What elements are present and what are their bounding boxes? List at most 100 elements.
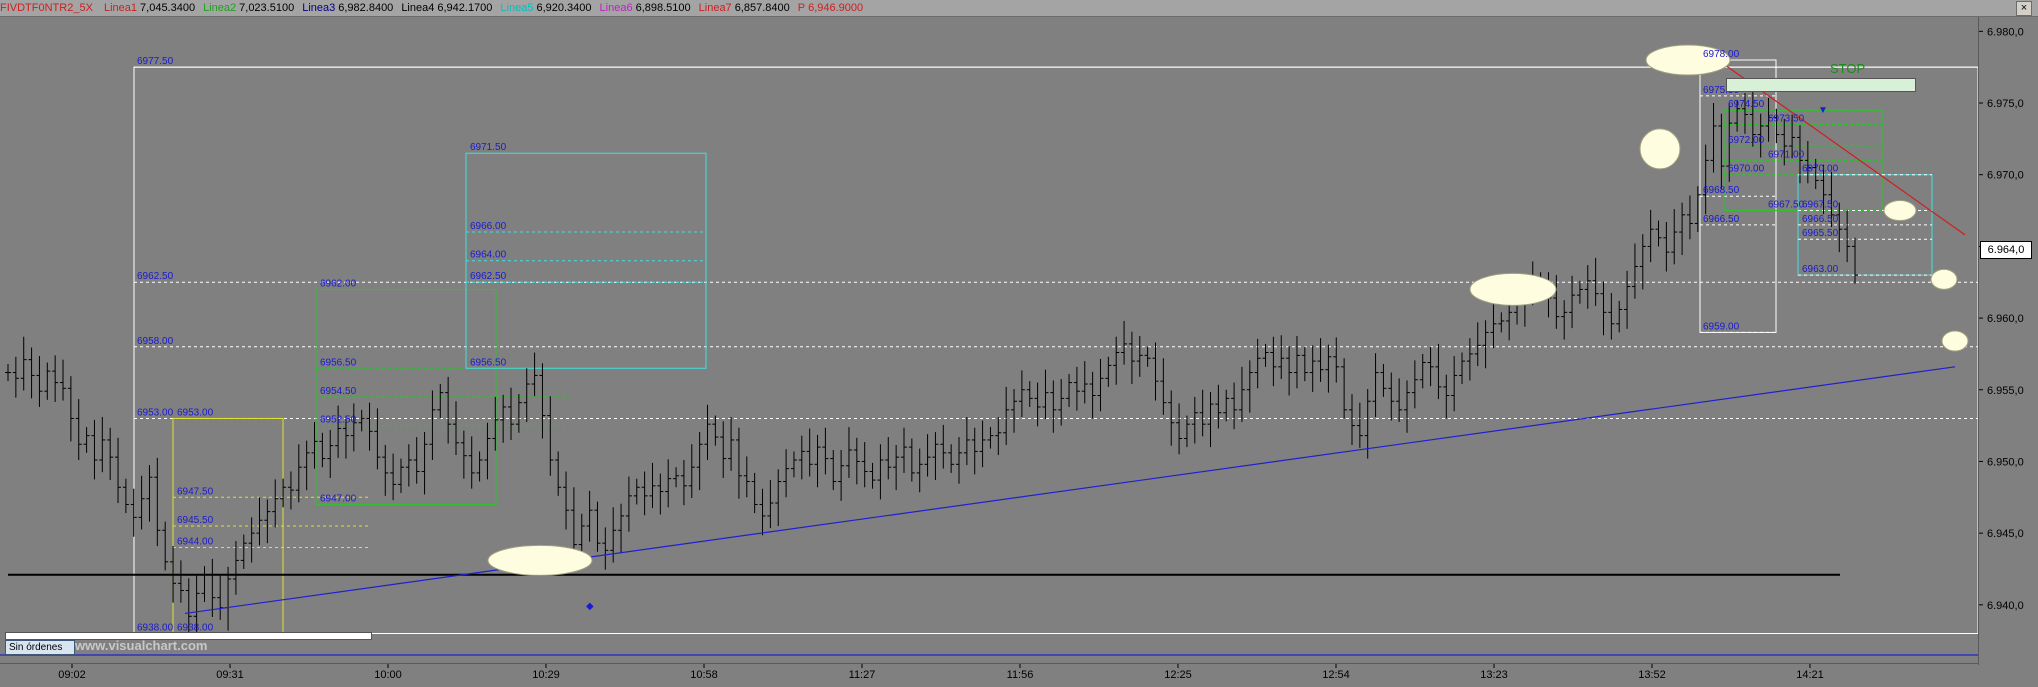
ohlc-bar	[1647, 209, 1654, 263]
ohlc-bar	[720, 421, 727, 478]
ohlc-bar	[256, 497, 263, 546]
price-tick-label: 6.955,0	[1987, 385, 2024, 397]
ohlc-bar	[1404, 380, 1411, 433]
ohlc-bar	[1183, 415, 1190, 448]
ohlc-bar	[893, 444, 900, 491]
ohlc-bar	[327, 429, 334, 478]
ohlc-bar	[1317, 338, 1324, 382]
ohlc-bar	[1058, 379, 1065, 426]
ohlc-bar	[429, 390, 436, 461]
ohlc-bar	[1176, 403, 1183, 455]
ohlc-bar	[539, 363, 546, 439]
highlight-ellipse	[1469, 272, 1557, 306]
time-axis[interactable]: 09:02 09:31 10:00 10:29 10:58 11:27 11:56 12:25…	[0, 663, 1978, 682]
ohlc-bar	[1663, 222, 1670, 272]
green-level-label: 6952.50	[320, 415, 357, 426]
ohlc-bar	[696, 432, 703, 491]
price-chart[interactable]: ◆▼ 6977.506962.506958.006953.006938.0069…	[0, 0, 1978, 663]
price-tick-label: 6.940,0	[1987, 600, 2024, 612]
ohlc-bar	[1789, 114, 1796, 159]
ohlc-bar	[122, 478, 129, 514]
ohlc-bar	[814, 434, 821, 488]
chart-scrollbar[interactable]	[5, 632, 372, 640]
right-cyan-label: 6967.50	[1802, 200, 1839, 211]
ohlc-bar	[508, 387, 515, 440]
ohlc-bar	[1498, 312, 1505, 333]
ohlc-bar	[1844, 209, 1851, 263]
ohlc-bar	[963, 417, 970, 466]
reference-level-label: 6938.00	[137, 622, 174, 633]
ohlc-bar	[476, 451, 483, 482]
ohlc-bar	[924, 434, 931, 477]
ohlc-bar	[91, 419, 98, 480]
ohlc-bar	[1482, 320, 1489, 369]
ohlc-bar	[1765, 98, 1772, 142]
cyan-level-label: 6971.50	[470, 142, 507, 153]
time-tick-label: 11:27	[849, 669, 876, 681]
ohlc-bar	[869, 462, 876, 489]
ohlc-bar	[1262, 343, 1269, 367]
right-green-label: 6967.50	[1768, 200, 1805, 211]
ohlc-bar	[751, 472, 758, 514]
ohlc-bar	[688, 444, 695, 499]
ohlc-bar	[1034, 382, 1041, 427]
ohlc-bar	[900, 427, 907, 473]
ohlc-bar	[12, 356, 19, 398]
ohlc-bar	[932, 432, 939, 481]
ohlc-bar	[1702, 144, 1709, 215]
ohlc-bar	[1003, 386, 1010, 445]
ohlc-bar	[468, 436, 475, 489]
ohlc-bar	[1144, 346, 1151, 367]
right-green-label: 6970.00	[1728, 164, 1765, 175]
close-icon[interactable]: ×	[2016, 1, 2032, 16]
uptrend-line	[184, 366, 1956, 615]
ohlc-bar	[1396, 378, 1403, 423]
ohlc-bar	[586, 490, 593, 542]
ohlc-bar	[1584, 265, 1591, 309]
ohlc-bar	[743, 456, 750, 498]
ohlc-bar	[1050, 380, 1057, 433]
indicator-linea6-label: Linea6	[599, 2, 633, 14]
ohlc-bar	[335, 405, 342, 458]
ohlc-bar	[1356, 402, 1363, 448]
ohlc-bar	[1459, 352, 1466, 385]
indicator-lines: Linea1 7,045.3400 Linea2 7,023.5100 Linea3 6,…	[104, 2, 871, 14]
indicator-linea3-value: 6,982.8400	[338, 2, 394, 14]
ohlc-bar	[350, 403, 357, 452]
stop-order-box[interactable]	[1726, 78, 1916, 92]
ohlc-bar	[1160, 358, 1167, 415]
ohlc-bar	[248, 517, 255, 563]
green-level-label: 6962.00	[320, 278, 357, 289]
indicator-linea6-value: 6,898.5100	[635, 2, 691, 14]
ohlc-bar	[177, 560, 184, 603]
reference-level-label: 6958.00	[137, 336, 174, 347]
price-axis[interactable]: 6.940,06.945,06.950,06.955,06.960,06.965…	[1978, 17, 2038, 665]
orders-status[interactable]: Sin órdenes	[5, 640, 75, 655]
indicator-p-label: P	[797, 2, 806, 14]
yellow-level-label: 6953.00	[177, 407, 214, 418]
indicator-linea4-value: 6,942.1700	[437, 2, 493, 14]
highlight-ellipse	[487, 544, 593, 576]
ohlc-bar	[735, 427, 742, 499]
ohlc-bar	[382, 444, 389, 496]
yellow-level-label: 6945.50	[177, 515, 214, 526]
ohlc-bar	[602, 527, 609, 570]
ohlc-bar	[1427, 346, 1434, 387]
time-tick-label: 09:02	[58, 669, 86, 681]
ohlc-bar	[405, 444, 412, 487]
order-marker-icon: ◆	[586, 601, 594, 612]
cyan-level-label: 6962.50	[470, 271, 507, 282]
highlight-ellipse	[1883, 200, 1917, 222]
ohlc-bar	[1679, 202, 1686, 255]
green-level-label: 6954.50	[320, 386, 357, 397]
ohlc-bar	[1152, 342, 1159, 401]
ohlc-bar	[1364, 389, 1371, 459]
watermark: www.visualchart.com	[75, 638, 208, 653]
ohlc-bar	[5, 363, 11, 382]
yellow-level-label: 6947.50	[177, 486, 214, 497]
ohlc-bar	[712, 415, 719, 446]
ohlc-bar	[956, 437, 963, 484]
ohlc-bar	[1852, 237, 1858, 284]
ohlc-bar	[1655, 220, 1662, 247]
ohlc-bar	[240, 534, 247, 569]
